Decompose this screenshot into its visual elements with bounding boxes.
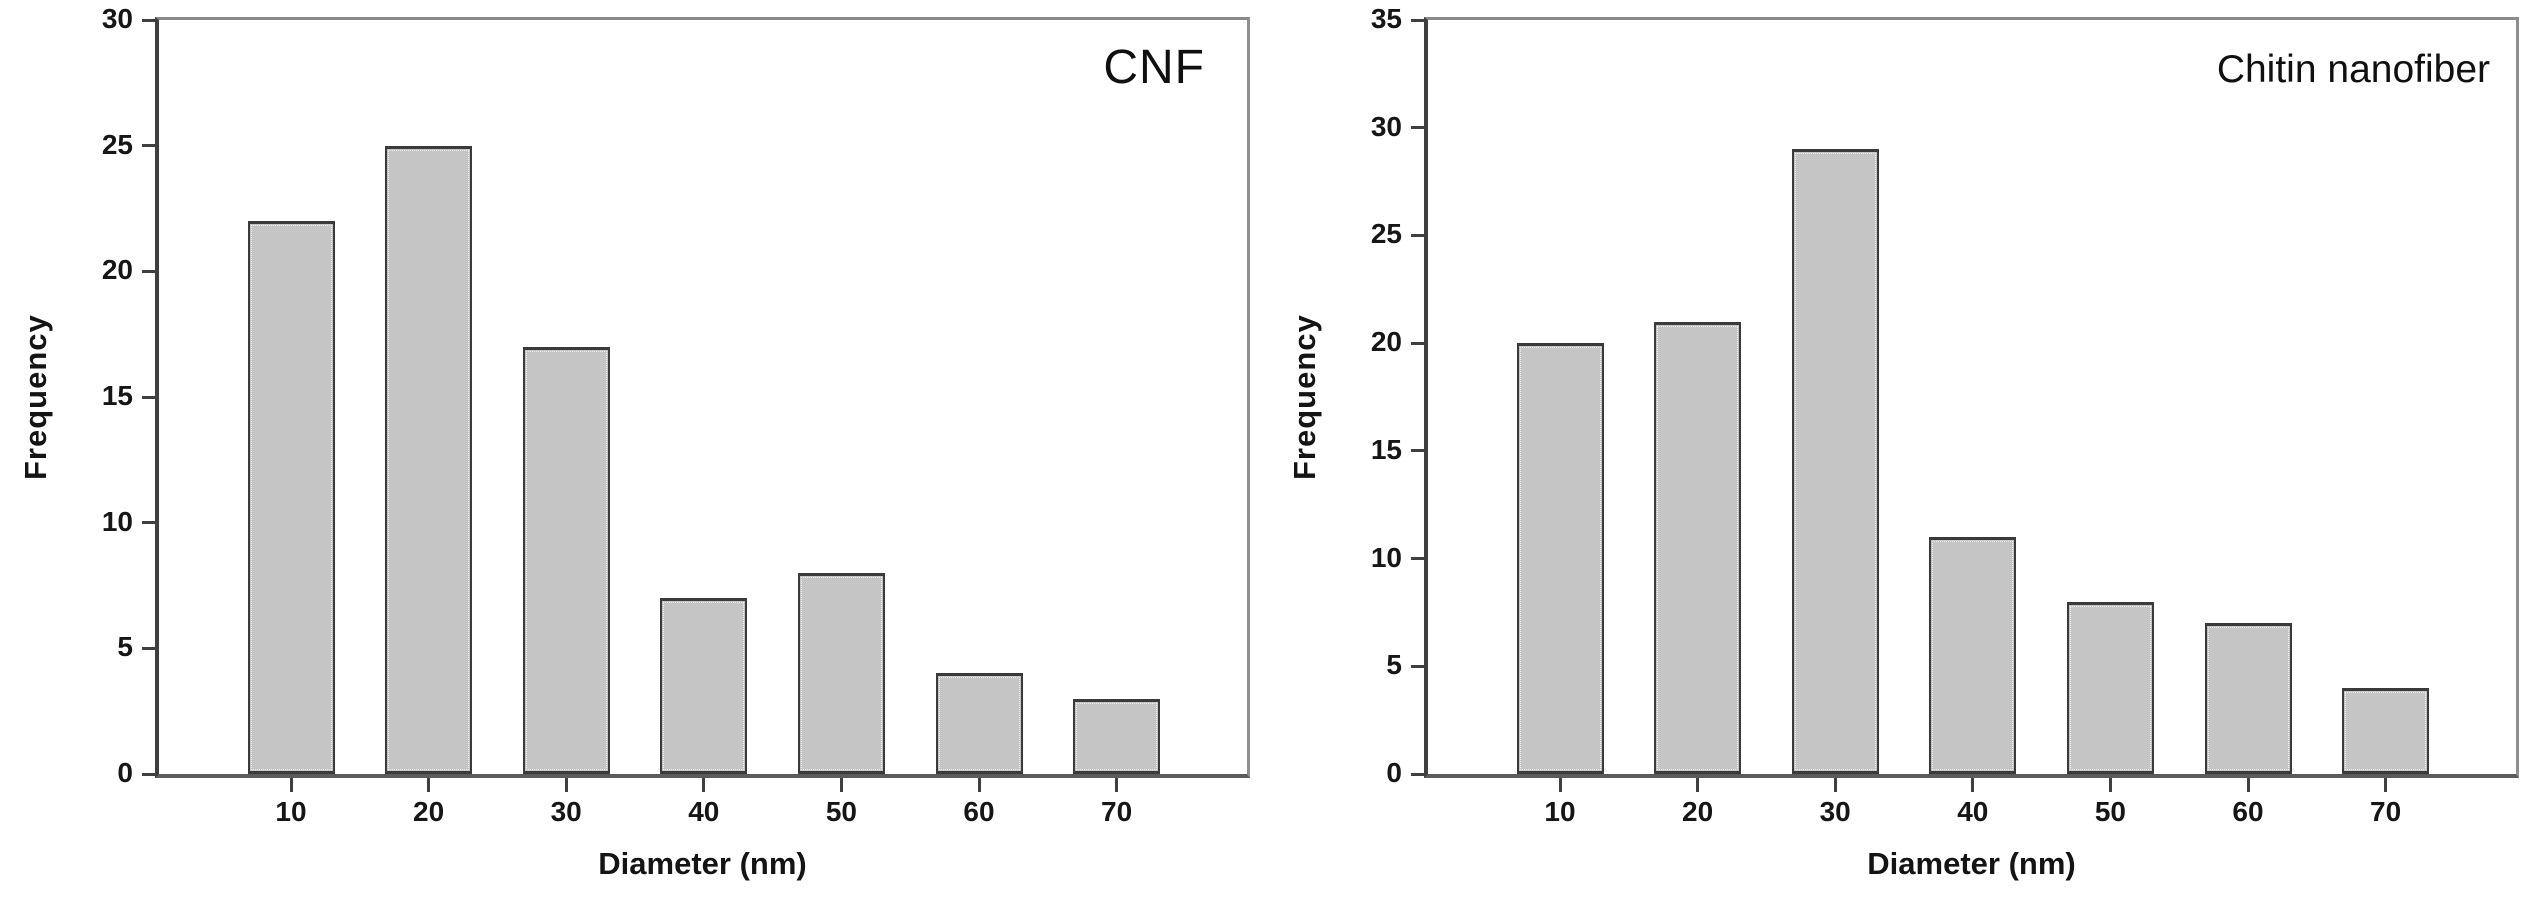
y-axis-tick-label: 20 [101,254,133,286]
y-axis-tick [142,269,155,273]
x-axis-tick-label: 20 [1682,796,1714,827]
y-axis-tick [1411,557,1424,561]
x-axis-tick-label: 50 [825,796,857,827]
y-axis-tick-label: 20 [1370,326,1402,358]
y-axis-tick-label: 15 [101,379,133,411]
y-axis-tick [1411,772,1424,776]
y-axis-tick-label: 25 [101,128,133,160]
cnf-chart-panel: Frequency CNF 0 5 10 15 20 25 30 10 20 30 40 50 60 70… [18,4,1250,881]
y-axis-tick [142,395,155,399]
histogram-bar-20nm [385,145,473,774]
x-axis-tick-label: 10 [275,796,307,827]
y-axis-tick [142,772,155,776]
chitin-y-axis-label: Frequency [1287,314,1322,481]
x-axis-tick [977,778,981,792]
x-axis-tick-label: 40 [1957,796,1989,827]
y-axis-tick [1411,233,1424,237]
x-axis-tick-label: 70 [2370,796,2402,827]
x-axis-tick [2246,778,2250,792]
chitin-plot-area: Chitin nanofiber 0 5 10 15 20 25 30 35 10 20 30 40 5… [1371,4,2519,826]
y-axis-tick [142,646,155,650]
y-axis-tick-label: 25 [1370,218,1402,250]
histogram-bar-20nm [1654,321,1742,774]
histogram-bar-10nm [1516,343,1604,774]
x-axis-tick [2108,778,2112,792]
y-axis-tick-label: 5 [117,631,133,663]
y-axis-tick-label: 30 [101,2,133,34]
y-axis-tick-label: 35 [1370,2,1402,34]
x-axis-tick [427,778,431,792]
x-axis-tick [1558,778,1562,792]
histogram-bar-60nm [935,673,1023,774]
cnf-y-axis-label: Frequency [18,314,53,481]
x-axis-tick [1696,778,1700,792]
y-axis-tick-label: 10 [101,505,133,537]
y-axis-tick-label: 15 [1370,433,1402,465]
y-axis-tick [1411,126,1424,130]
y-axis-tick [1411,18,1424,22]
chitin-x-axis-label: Diameter (nm) [1867,846,2076,881]
y-axis-tick [1411,449,1424,453]
y-axis-tick-label: 10 [1370,541,1402,573]
x-axis-tick [1971,778,1975,792]
x-axis-tick [289,778,293,792]
x-axis-tick-label: 50 [2094,796,2126,827]
histogram-bar-30nm [1791,149,1879,774]
x-axis-tick-label: 60 [963,796,995,827]
y-axis-tick-label: 5 [1386,649,1402,681]
x-axis-tick-label: 30 [1819,796,1851,827]
histogram-bar-10nm [247,221,335,774]
chitin-chart-title: Chitin nanofiber [2216,48,2490,91]
x-axis-tick-label: 30 [550,796,582,827]
x-axis-tick [564,778,568,792]
cnf-plot-area: CNF 0 5 10 15 20 25 30 10 20 30 40 50 60 70 [102,4,1250,826]
histogram-bar-30nm [522,346,610,774]
y-axis-tick [142,521,155,525]
y-axis-tick-label: 30 [1370,110,1402,142]
y-axis-tick [1411,664,1424,668]
x-axis-tick-label: 10 [1544,796,1576,827]
x-axis-tick [1115,778,1119,792]
y-axis-tick [1411,341,1424,345]
x-axis-tick-label: 20 [413,796,445,827]
y-axis-tick [142,144,155,148]
y-axis-tick-label: 0 [117,756,133,788]
histogram-bar-50nm [797,572,885,774]
x-axis-tick [2384,778,2388,792]
histogram-bar-60nm [2204,623,2292,774]
x-axis-tick [1833,778,1837,792]
histogram-bar-70nm [2342,687,2430,774]
x-axis-tick [702,778,706,792]
y-axis-tick-label: 0 [1386,756,1402,788]
x-axis-tick-label: 60 [2232,796,2264,827]
y-axis-tick [142,18,155,22]
histogram-bar-40nm [1929,537,2017,774]
histogram-bar-50nm [2066,601,2154,774]
histogram-bar-40nm [660,598,748,774]
x-axis-tick-label: 40 [688,796,720,827]
cnf-chart-title: CNF [1103,41,1205,94]
x-axis-tick [839,778,843,792]
x-axis-tick-label: 70 [1101,796,1133,827]
histogram-bar-70nm [1073,698,1161,774]
cnf-x-axis-label: Diameter (nm) [598,846,807,881]
chitin-chart-panel: Frequency Chitin nanofiber 0 5 10 15 20 25 30 3… [1269,0,2538,909]
